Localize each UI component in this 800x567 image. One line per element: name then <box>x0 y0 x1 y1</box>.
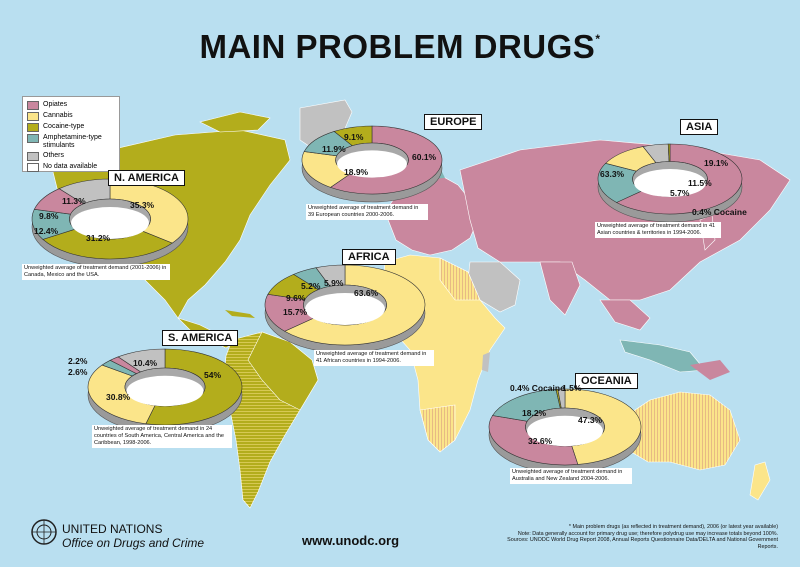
region-label-s-america: S. AMERICA <box>162 330 239 346</box>
region-label-n-america: N. AMERICA <box>108 170 185 186</box>
oceania-amphetamine-value: 18.2% <box>522 408 547 418</box>
legend-label: Amphetamine-type stimulants <box>43 134 102 149</box>
oceania-cocaine-value: 0.4% Cocaine <box>510 383 565 393</box>
n-america-cannabis-value: 35.3% <box>130 200 155 210</box>
europe-note: Unweighted average of treatment demand i… <box>306 204 428 220</box>
unodc-url-link[interactable]: www.unodc.org <box>302 533 400 548</box>
unodc-org-name: UNITED NATIONS Office on Drugs and Crime <box>62 522 205 550</box>
africa-opiates-value: 15.7% <box>283 307 308 317</box>
oceania-others-value: 1.5% <box>562 383 582 393</box>
legend-swatch-opiates <box>27 101 39 110</box>
legend-swatch-others <box>27 152 39 161</box>
map-title: MAIN PROBLEM DRUGS* <box>199 28 601 65</box>
n-america-amphetamine-value: 12.4% <box>34 226 59 236</box>
n_america-donut-hole-inner <box>71 207 149 239</box>
europe-cannabis-value: 18.9% <box>344 167 369 177</box>
africa-note: Unweighted average of treatment demand i… <box>314 350 434 366</box>
legend-item-cannabis: Cannabis <box>27 112 115 122</box>
oceania-note: Unweighted average of treatment demand i… <box>510 468 632 484</box>
legend-label: Cannabis <box>43 112 73 119</box>
asia-opiates-value: 63.3% <box>600 169 625 179</box>
europe-opiates-value: 60.1% <box>412 152 437 162</box>
s_america-donut-hole-inner <box>126 375 204 407</box>
un-emblem-icon <box>31 519 57 545</box>
n-america-opiates-value: 9.8% <box>39 211 59 221</box>
n-america-note: Unweighted average of treatment demand (… <box>22 264 170 280</box>
legend-item-opiates: Opiates <box>27 101 115 111</box>
footnotes: * Main problem drugs (as reflected in tr… <box>507 524 778 550</box>
legend: Opiates Cannabis Cocaine-type Amphetamine-t… <box>22 96 120 172</box>
s-america-opiates-value: 2.2% <box>68 356 88 366</box>
asia-donut-hole-inner <box>634 169 706 197</box>
legend-swatch-amphetamine <box>27 134 39 143</box>
legend-swatch-cannabis <box>27 112 39 121</box>
asia-cannabis-value: 11.5% <box>688 178 712 188</box>
australia <box>619 391 741 471</box>
asia-amphetamine-value: 19.1% <box>704 158 729 168</box>
s-america-amphetamine-value: 2.6% <box>68 367 88 377</box>
region-label-asia: ASIA <box>680 119 719 135</box>
region-label-africa: AFRICA <box>342 249 396 265</box>
legend-label: No data available <box>43 163 98 170</box>
legend-label: Opiates <box>43 101 68 108</box>
s-america-others-value: 10.4% <box>133 358 158 368</box>
legend-label: Others <box>43 152 65 159</box>
s-america-cocaine-value: 54% <box>204 370 222 380</box>
n-america-others-value: 11.3% <box>62 196 86 206</box>
legend-swatch-no_data <box>27 163 39 172</box>
legend-item-others: Others <box>27 152 115 162</box>
s-america-note: Unweighted average of treatment demand i… <box>92 425 232 448</box>
oceania-cannabis-value: 47.3% <box>578 415 603 425</box>
europe-donut-hole-inner <box>337 150 407 178</box>
africa-cocaine-value: 9.6% <box>286 293 306 303</box>
europe-amphetamine-value: 11.9% <box>322 144 346 154</box>
africa-amphetamine-value: 5.2% <box>301 281 321 291</box>
s-america-cannabis-value: 30.8% <box>106 392 131 402</box>
region-label-europe: EUROPE <box>424 114 483 130</box>
legend-swatch-cocaine <box>27 123 39 132</box>
asia-cocaine-value: 0.4% Cocaine <box>692 207 747 217</box>
n-america-cocaine-value: 31.2% <box>86 233 111 243</box>
legend-label: Cocaine-type <box>43 123 85 130</box>
legend-item-cocaine: Cocaine-type <box>27 123 115 133</box>
legend-item-amphetamine: Amphetamine-type stimulants <box>27 134 115 151</box>
oceania-donut-hole-inner <box>527 415 603 447</box>
africa-cannabis-value: 63.6% <box>354 288 379 298</box>
africa-others-value: 5.9% <box>324 278 344 288</box>
legend-item-no_data: No data available <box>27 163 115 173</box>
oceania-opiates-value: 32.6% <box>528 436 553 446</box>
africa-donut-hole-inner <box>305 293 385 325</box>
asia-note: Unweighted average of treatment demand i… <box>595 222 721 238</box>
europe-cocaine-value: 9.1% <box>344 132 364 142</box>
region-label-oceania: OCEANIA <box>575 373 638 389</box>
asia-others-value: 5.7% <box>670 188 690 198</box>
